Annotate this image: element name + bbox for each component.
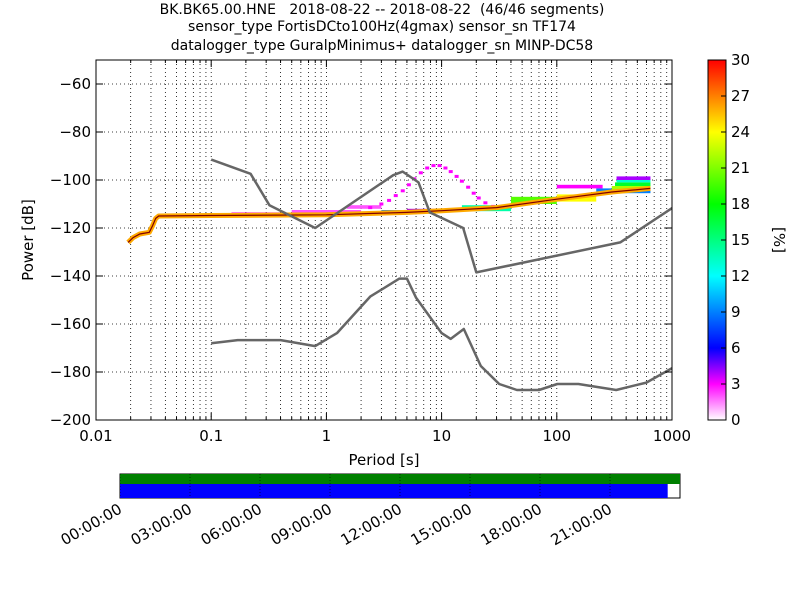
chart-title-line-3: datalogger_type GuralpMinimus+ datalogge… (170, 38, 594, 54)
psd-bump-cell (466, 185, 471, 189)
psd-band (291, 210, 362, 214)
x-tick-label: 0.01 (79, 427, 112, 445)
y-tick-label: −100 (50, 171, 91, 189)
psd-bump-cell (431, 164, 436, 168)
timeline-data-bar (120, 474, 680, 484)
timeline-segment-bar (120, 484, 668, 498)
psd-bump-cell (443, 166, 448, 170)
psd-bump-cell (406, 183, 411, 187)
timeline-tick-label: 03:00:00 (128, 500, 195, 549)
colorbar-tick-label: 21 (731, 159, 750, 177)
chart-title-line-1: BK.BK65.00.HNE 2018-08-22 -- 2018-08-22 … (159, 2, 605, 18)
psd-bump-cell (379, 202, 384, 206)
x-axis-label: Period [s] (348, 451, 419, 469)
psd-bump-cell (476, 196, 481, 200)
x-axis-ticks: 0.01 0.1 1 10 100 1000 (79, 60, 691, 445)
colorbar-tick-label: 9 (731, 303, 741, 321)
x-tick-label: 100 (542, 427, 571, 445)
colorbar-tick-label: 3 (731, 375, 741, 393)
psd-band (346, 205, 382, 209)
grid (96, 60, 672, 420)
psd-bump-cell (387, 198, 392, 202)
psd-bump-cell (425, 166, 430, 170)
y-tick-label: −200 (50, 411, 91, 429)
y-tick-label: −120 (50, 219, 91, 237)
psd-bump-cell (459, 179, 464, 183)
psd-bump-cell (400, 189, 405, 193)
coverage-timeline: 00:00:00 03:00:00 06:00:00 09:00:00 12:00:00… (58, 473, 681, 549)
psd-bump-cell (368, 206, 373, 210)
y-axis-label: Power [dB] (19, 199, 37, 281)
colorbar-tick-label: 6 (731, 339, 741, 357)
colorbar-ticks: 0 3 6 9 12 15 18 21 24 27 30 (721, 51, 750, 429)
colorbar-tick-label: 24 (731, 123, 750, 141)
psd-band (616, 176, 651, 180)
y-tick-label: −60 (59, 75, 91, 93)
y-tick-label: −140 (50, 267, 91, 285)
timeline-tick-label: 15:00:00 (408, 500, 475, 549)
psd-band (556, 184, 603, 189)
psd-mode-line (127, 187, 651, 243)
noise-model-low (211, 277, 672, 392)
timeline-tick-label: 06:00:00 (198, 500, 265, 549)
chart-title-line-2: sensor_type FortisDCto100Hz(4gmax) senso… (188, 19, 576, 35)
psd-density-bands (231, 164, 651, 215)
psd-bump-cell (418, 171, 423, 175)
colorbar-tick-label: 0 (731, 411, 741, 429)
psd-band (616, 178, 651, 183)
x-tick-label: 1 (322, 427, 332, 445)
y-tick-label: −80 (59, 123, 91, 141)
colorbar-tick-label: 30 (731, 51, 750, 69)
psd-bump-cell (483, 201, 488, 205)
psd-bump-cell (393, 194, 398, 198)
colorbar-tick-label: 12 (731, 267, 750, 285)
colorbar-tick-label: 18 (731, 195, 750, 213)
timeline-tick-label: 00:00:00 (58, 500, 125, 549)
psd-bump-cell (454, 174, 459, 178)
psd-bump-cell (448, 170, 453, 174)
x-tick-label: 10 (432, 427, 451, 445)
x-tick-label: 0.1 (199, 427, 223, 445)
noise-model-high (210, 158, 672, 274)
y-axis-ticks: −60 −80 −100 −120 −140 −160 −180 −200 (50, 75, 672, 429)
timeline-tick-label: 18:00:00 (478, 500, 545, 549)
timeline-tick-label: 12:00:00 (338, 500, 405, 549)
timeline-tick-label: 09:00:00 (268, 500, 335, 549)
y-tick-label: −180 (50, 363, 91, 381)
timeline-tick-label: 21:00:00 (548, 500, 615, 549)
colorbar-tick-label: 15 (731, 231, 750, 249)
psd-lines (126, 158, 672, 392)
psd-band (614, 182, 651, 186)
psd-bump-cell (437, 164, 442, 168)
colorbar-label: [%] (770, 227, 788, 253)
psd-bump-cell (471, 191, 476, 195)
colorbar-tick-label: 27 (731, 87, 750, 105)
plot-frame (95, 59, 673, 421)
y-tick-label: −160 (50, 315, 91, 333)
x-tick-label: 1000 (653, 427, 691, 445)
